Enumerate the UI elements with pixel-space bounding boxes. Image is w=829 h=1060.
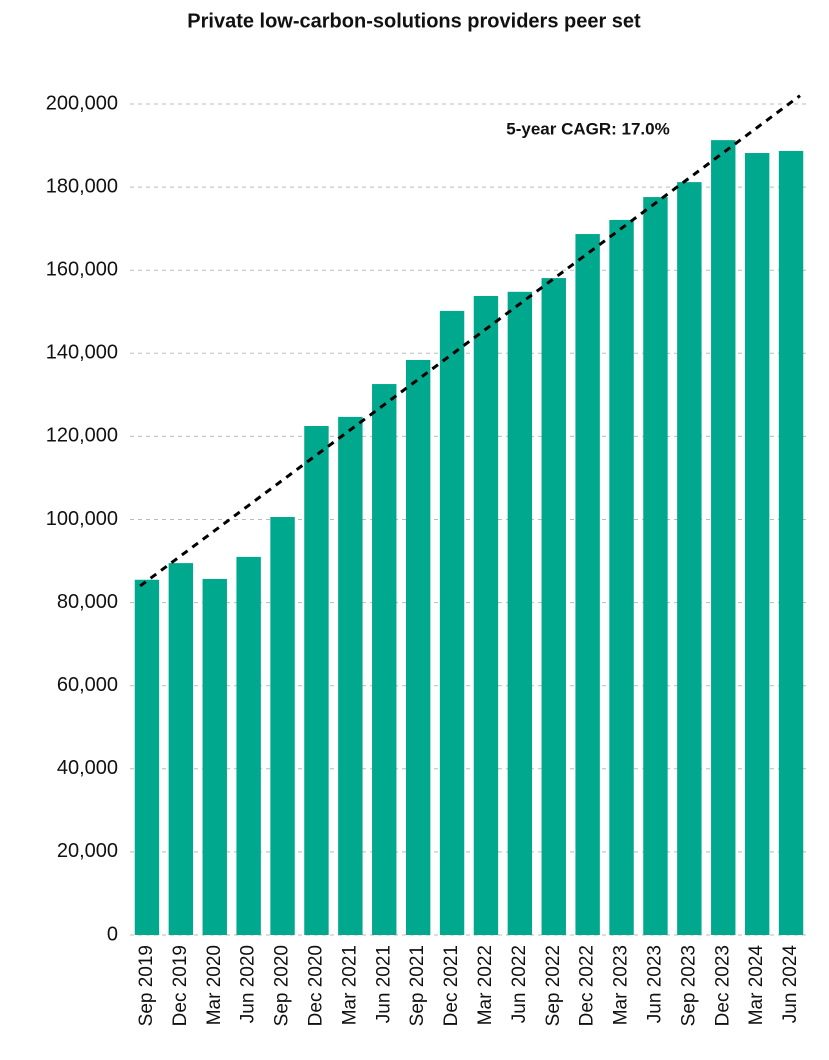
bar	[338, 416, 363, 936]
y-tick-label: 100,000	[46, 508, 118, 530]
bar	[507, 291, 533, 935]
y-tick-label: 120,000	[46, 425, 118, 447]
x-tick-label: Mar 2023	[611, 945, 632, 1025]
bar	[372, 384, 397, 935]
bar	[304, 426, 329, 935]
y-tick-label: 0	[107, 923, 118, 945]
bar	[134, 579, 160, 935]
trend-label: 5-year CAGR: 17.0%	[506, 119, 669, 138]
x-tick-label: Sep 2019	[136, 945, 157, 1026]
x-tick-label: Dec 2020	[305, 945, 326, 1026]
bar	[541, 278, 566, 936]
y-tick-label: 20,000	[57, 840, 118, 862]
x-tick-label: Jun 2021	[373, 945, 394, 1023]
bar	[236, 556, 261, 935]
bar	[473, 295, 499, 935]
y-tick-label: 180,000	[46, 175, 118, 197]
x-tick-label: Jun 2023	[644, 945, 665, 1023]
x-tick-label: Sep 2023	[678, 945, 699, 1026]
bar	[609, 219, 634, 935]
bar	[202, 578, 227, 935]
x-tick-label: Jun 2024	[780, 945, 801, 1024]
bar	[439, 310, 465, 935]
bar	[711, 140, 736, 935]
x-tick-label: Jun 2020	[238, 945, 259, 1023]
x-tick-label: Sep 2020	[272, 945, 293, 1026]
y-tick-label: 140,000	[46, 342, 118, 364]
y-tick-label: 40,000	[57, 757, 118, 779]
bar	[270, 517, 295, 935]
y-tick-label: 60,000	[57, 674, 118, 696]
x-tick-label: Dec 2023	[712, 945, 733, 1026]
x-tick-label: Mar 2021	[339, 945, 360, 1025]
x-tick-label: Sep 2022	[543, 945, 564, 1026]
x-tick-label: Mar 2024	[746, 945, 767, 1026]
bar	[677, 182, 702, 935]
bar	[778, 150, 804, 935]
bar	[168, 563, 194, 935]
x-tick-label: Sep 2021	[407, 945, 428, 1026]
x-tick-label: Dec 2021	[441, 945, 462, 1026]
x-tick-label: Jun 2022	[509, 945, 530, 1023]
bar	[575, 234, 600, 935]
bar	[744, 153, 770, 936]
y-tick-label: 160,000	[46, 258, 118, 280]
x-tick-label: Mar 2020	[204, 945, 225, 1025]
x-tick-label: Dec 2022	[577, 945, 598, 1026]
x-tick-label: Mar 2022	[475, 945, 496, 1025]
bar	[405, 359, 431, 935]
x-tick-label: Dec 2019	[170, 945, 191, 1026]
y-tick-label: 80,000	[57, 591, 118, 613]
chart-title: Private low-carbon-solutions providers p…	[187, 10, 641, 32]
y-tick-label: 200,000	[46, 92, 118, 114]
bar	[643, 197, 668, 935]
